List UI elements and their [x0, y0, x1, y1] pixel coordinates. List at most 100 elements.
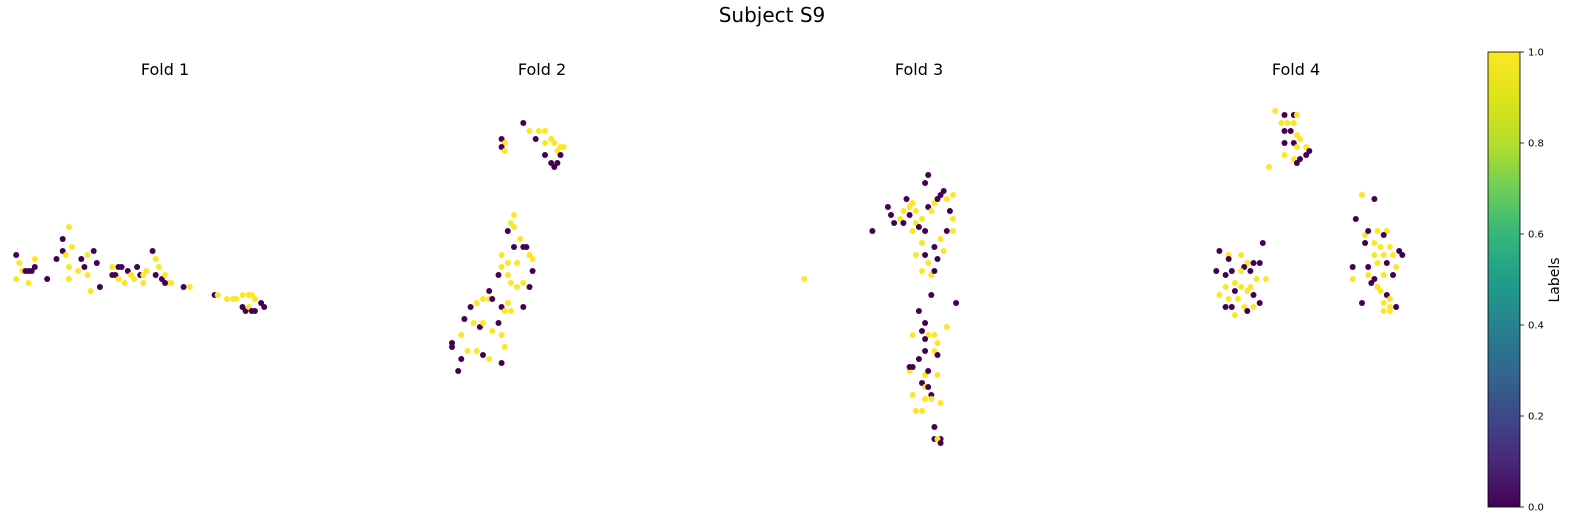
point-label-1: [1349, 276, 1356, 282]
point-label-0: [919, 328, 925, 334]
point-label-1: [928, 396, 935, 402]
point-label-1: [470, 320, 477, 326]
point-label-1: [940, 248, 947, 254]
point-label-1: [115, 276, 122, 282]
point-label-0: [869, 228, 876, 234]
panel-fold-3: Fold 3: [801, 60, 960, 446]
point-label-0: [1390, 272, 1396, 278]
panel-fold-2: Fold 2: [449, 60, 567, 374]
point-label-0: [81, 264, 88, 270]
point-label-0: [523, 244, 530, 250]
point-label-0: [1216, 248, 1223, 254]
point-label-1: [511, 224, 517, 230]
point-label-0: [922, 180, 929, 186]
point-label-1: [517, 236, 524, 242]
point-label-1: [1386, 244, 1393, 250]
point-label-0: [520, 120, 527, 126]
point-label-0: [1362, 240, 1369, 246]
point-label-0: [915, 308, 922, 314]
point-label-0: [1281, 112, 1288, 118]
point-label-0: [149, 248, 156, 254]
point-label-0: [906, 364, 913, 370]
point-label-0: [495, 320, 502, 326]
point-label-1: [514, 284, 521, 290]
point-label-1: [464, 348, 471, 354]
point-label-1: [486, 356, 493, 362]
point-label-1: [943, 324, 950, 330]
point-label-1: [507, 308, 514, 314]
point-label-0: [946, 208, 953, 214]
point-label-1: [925, 260, 932, 266]
point-label-0: [1399, 252, 1406, 258]
point-label-1: [498, 264, 505, 270]
point-label-1: [934, 340, 941, 346]
scatter-points: [801, 172, 960, 446]
point-label-0: [922, 336, 929, 342]
point-label-1: [1235, 296, 1241, 302]
colorbar-tick-label: 0.0: [1528, 503, 1544, 514]
point-label-1: [1374, 260, 1381, 266]
point-label-1: [143, 268, 150, 274]
point-label-0: [542, 152, 548, 158]
point-label-0: [1247, 268, 1254, 274]
point-label-1: [1293, 112, 1300, 118]
point-label-1: [919, 240, 925, 246]
point-label-0: [934, 352, 941, 358]
point-label-0: [118, 264, 125, 270]
point-label-1: [152, 256, 159, 262]
point-label-0: [152, 272, 159, 278]
point-label-1: [1374, 228, 1381, 234]
panel-title: Fold 1: [141, 60, 189, 79]
point-label-0: [504, 228, 511, 234]
point-label-1: [912, 252, 919, 258]
point-label-0: [467, 304, 474, 310]
point-label-1: [1380, 300, 1387, 306]
point-label-0: [922, 228, 929, 234]
point-label-0: [1349, 264, 1356, 270]
point-label-1: [928, 208, 935, 214]
point-label-0: [937, 440, 944, 446]
point-label-0: [251, 308, 258, 314]
point-label-1: [909, 228, 916, 234]
point-label-1: [504, 260, 511, 266]
point-label-0: [925, 368, 932, 374]
point-label-0: [511, 244, 517, 250]
point-label-1: [950, 192, 956, 198]
point-label-0: [1244, 308, 1251, 314]
point-label-0: [1250, 292, 1257, 298]
point-label-0: [922, 348, 929, 354]
point-label-1: [69, 244, 75, 250]
point-label-1: [1386, 296, 1393, 302]
point-label-0: [1222, 272, 1229, 278]
colorbar-tick-label: 0.6: [1528, 230, 1544, 241]
point-label-0: [557, 152, 564, 158]
point-label-0: [1371, 196, 1378, 202]
point-label-0: [922, 252, 929, 258]
point-label-0: [180, 284, 187, 290]
point-label-0: [480, 352, 486, 358]
point-label-0: [78, 256, 85, 262]
colorbar-gradient: [1487, 51, 1521, 508]
point-label-0: [922, 320, 929, 326]
point-label-0: [134, 264, 141, 270]
point-label-0: [928, 292, 935, 298]
panel-fold-4: Fold 4: [1213, 60, 1406, 318]
point-label-0: [1228, 304, 1235, 310]
point-label-1: [912, 208, 919, 214]
point-label-1: [504, 272, 511, 278]
point-label-1: [931, 332, 938, 338]
point-label-1: [109, 264, 116, 270]
colorbar-ticks: 0.0 0.2 0.4 0.6 0.8 1.0: [1520, 48, 1544, 514]
point-label-0: [59, 236, 66, 242]
point-label-1: [1290, 120, 1297, 126]
scatter-points: [13, 224, 268, 314]
point-label-1: [501, 308, 508, 314]
point-label-1: [1278, 120, 1285, 126]
point-label-1: [1377, 288, 1384, 294]
point-label-0: [93, 260, 100, 266]
panel-fold-1: Fold 1: [13, 60, 268, 314]
point-label-1: [13, 276, 20, 282]
colorbar-tick-label: 1.0: [1528, 48, 1544, 59]
panel-title: Fold 3: [895, 60, 943, 79]
point-label-1: [1380, 252, 1387, 258]
